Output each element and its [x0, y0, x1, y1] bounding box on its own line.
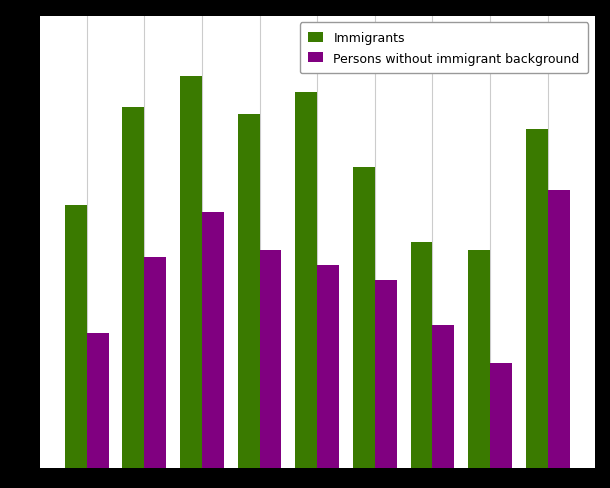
Bar — [353, 167, 375, 468]
Bar — [432, 325, 454, 468]
Bar — [202, 213, 224, 468]
Bar — [238, 115, 260, 468]
Bar — [468, 250, 490, 468]
Bar — [260, 250, 281, 468]
Bar — [548, 190, 570, 468]
Bar — [375, 281, 397, 468]
Bar — [65, 205, 87, 468]
Bar — [123, 107, 145, 468]
Bar — [145, 258, 167, 468]
Bar — [295, 92, 317, 468]
Bar — [180, 77, 202, 468]
Bar — [317, 265, 339, 468]
Bar — [87, 333, 109, 468]
Bar — [411, 243, 432, 468]
Bar — [490, 363, 512, 468]
Legend: Immigrants, Persons without immigrant background: Immigrants, Persons without immigrant ba… — [300, 23, 589, 74]
Bar — [526, 130, 548, 468]
